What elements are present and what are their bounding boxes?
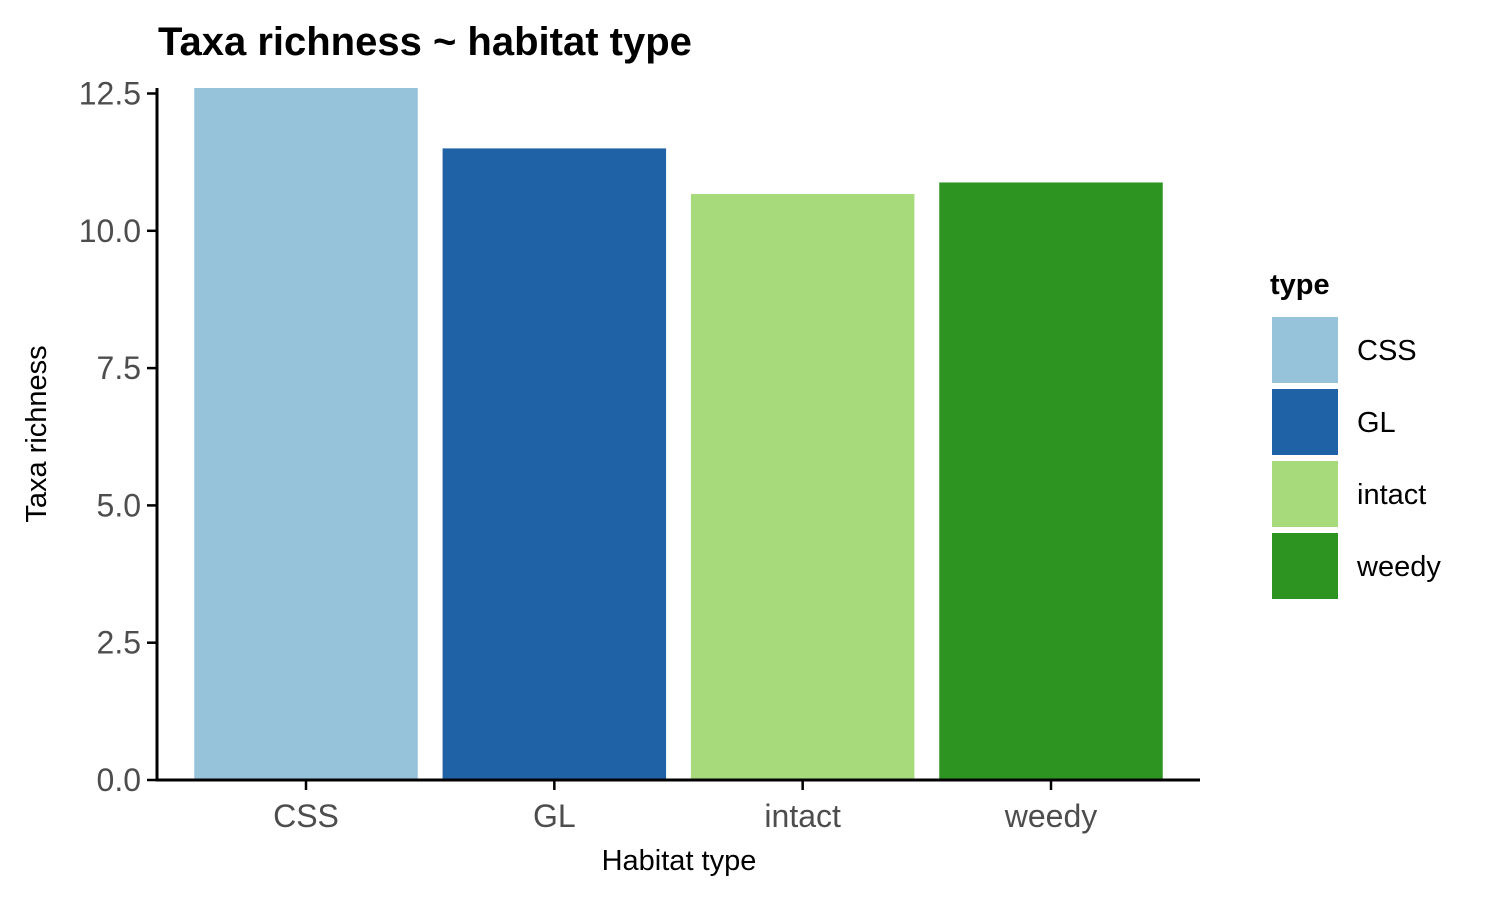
legend-key-intact bbox=[1272, 461, 1338, 527]
legend-label-weedy: weedy bbox=[1356, 551, 1441, 583]
x-tick-label: intact bbox=[764, 798, 841, 834]
y-tick-label: 0.0 bbox=[97, 762, 141, 798]
x-axis-ticks: CSS GL intact weedy bbox=[273, 780, 1097, 834]
y-axis-title: Taxa richness bbox=[21, 345, 53, 522]
legend: CSS GL intact weedy bbox=[1272, 317, 1441, 599]
legend-key-GL bbox=[1272, 389, 1338, 455]
x-tick-label: weedy bbox=[1004, 798, 1098, 834]
y-tick-label: 10.0 bbox=[79, 213, 141, 249]
y-tick-label: 12.5 bbox=[79, 75, 141, 111]
x-axis-title: Habitat type bbox=[602, 845, 757, 877]
bar-intact bbox=[690, 193, 915, 780]
legend-label-GL: GL bbox=[1357, 407, 1396, 439]
legend-title: type bbox=[1270, 269, 1330, 301]
x-tick-label: GL bbox=[533, 798, 576, 834]
legend-label-CSS: CSS bbox=[1357, 335, 1417, 367]
y-axis-ticks: 0.0 2.5 5.0 7.5 10.0 12.5 bbox=[79, 75, 157, 798]
chart-title: Taxa richness ~ habitat type bbox=[158, 20, 692, 64]
legend-key-weedy bbox=[1272, 533, 1338, 599]
bar-GL bbox=[442, 148, 667, 780]
y-tick-label: 7.5 bbox=[97, 350, 141, 386]
y-tick-label: 5.0 bbox=[97, 487, 141, 523]
bar-weedy bbox=[939, 182, 1163, 780]
bars-group bbox=[194, 88, 1163, 780]
bar-CSS bbox=[194, 88, 418, 780]
legend-label-intact: intact bbox=[1357, 479, 1426, 511]
y-tick-label: 2.5 bbox=[97, 625, 141, 661]
x-tick-label: CSS bbox=[273, 798, 339, 834]
legend-key-CSS bbox=[1272, 317, 1338, 383]
